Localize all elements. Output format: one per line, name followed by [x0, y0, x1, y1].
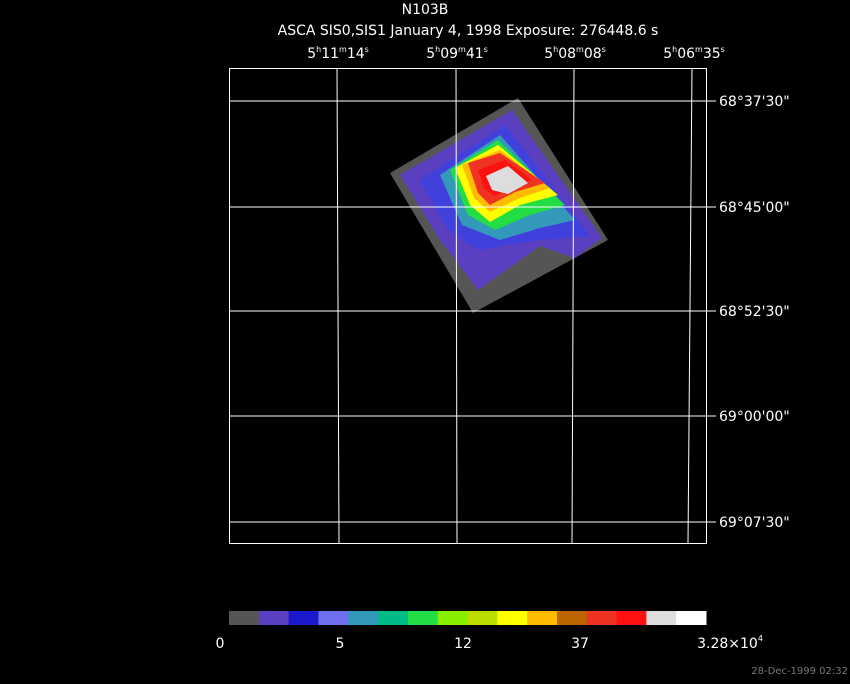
blob: [390, 98, 608, 313]
colorbar-swatch: [616, 611, 647, 625]
ra-number: 5: [663, 46, 672, 62]
ra-unit: h: [672, 45, 677, 54]
ra-number: 08: [558, 46, 576, 62]
ra-number: 5: [544, 46, 553, 62]
ra-unit: m: [458, 45, 466, 54]
ra-label: 5h08m08s: [544, 45, 606, 62]
ra-labels: 5h11m14s 5h09m41s 5h08m08s 5h06m35s: [307, 45, 725, 62]
timestamp: 28-Dec-1999 02:32: [751, 666, 848, 677]
ra-number: 14: [347, 46, 365, 62]
ra-label: 5h11m14s: [307, 45, 369, 62]
colorbar-label: 5: [336, 636, 345, 652]
dec-label: 68°45'00": [719, 200, 790, 216]
colorbar-label: 37: [571, 636, 589, 652]
colorbar-swatch: [378, 611, 409, 625]
ra-unit: s: [484, 45, 488, 54]
colorbar-swatch: [556, 611, 588, 625]
colorbar-swatch: [586, 611, 618, 625]
ra-label: 5h09m41s: [426, 45, 488, 62]
ra-unit: m: [339, 45, 347, 54]
colorbar-swatch: [407, 611, 439, 625]
max-exp: 4: [758, 634, 763, 643]
ra-label: 5h06m35s: [663, 45, 725, 62]
colorbar-swatch: [229, 611, 260, 625]
ra-number: 09: [440, 46, 458, 62]
ra-unit: m: [576, 45, 584, 54]
ra-unit: m: [695, 45, 703, 54]
dec-labels: 68°37'30" 68°45'00" 68°52'30" 69°00'00" 69°0…: [706, 94, 790, 531]
max-base: 3.28×10: [697, 636, 758, 652]
colorbar-swatch: [467, 611, 498, 625]
ra-number: 06: [677, 46, 695, 62]
colorbar-swatch: [646, 611, 677, 625]
ra-unit: h: [553, 45, 558, 54]
ra-unit: s: [365, 45, 369, 54]
dec-label: 68°52'30": [719, 304, 790, 320]
colorbar-swatch: [437, 611, 468, 625]
ra-unit: h: [316, 45, 321, 54]
colorbar-swatch: [497, 611, 528, 625]
colorbar-label: 12: [454, 636, 472, 652]
colorbar-label: 0: [216, 636, 225, 652]
ra-unit: s: [721, 45, 725, 54]
subtitle: ASCA SIS0,SIS1 January 4, 1998 Exposure:…: [278, 23, 659, 39]
grid: [229, 67, 707, 544]
dec-label: 69°07'30": [719, 515, 790, 531]
title: N103B: [402, 2, 449, 18]
colorbar-swatch: [676, 611, 707, 625]
colorbar-swatch: [348, 611, 379, 625]
colorbar: 0 5 12 37: [216, 611, 707, 652]
ra-unit: h: [435, 45, 440, 54]
dec-label: 68°37'30": [719, 94, 790, 110]
ra-number: 5: [426, 46, 435, 62]
ra-number: 41: [466, 46, 484, 62]
colorbar-swatch: [288, 611, 319, 625]
ra-unit: s: [602, 45, 606, 54]
colorbar-max-label: 3.28×104: [697, 634, 763, 652]
dec-label: 69°00'00": [719, 409, 790, 425]
colorbar-swatch: [318, 611, 349, 625]
ra-number: 5: [307, 46, 316, 62]
ra-number: 11: [321, 46, 339, 62]
colorbar-swatch: [258, 611, 290, 625]
ra-number: 35: [703, 46, 721, 62]
ra-number: 08: [584, 46, 602, 62]
colorbar-swatch: [527, 611, 558, 625]
